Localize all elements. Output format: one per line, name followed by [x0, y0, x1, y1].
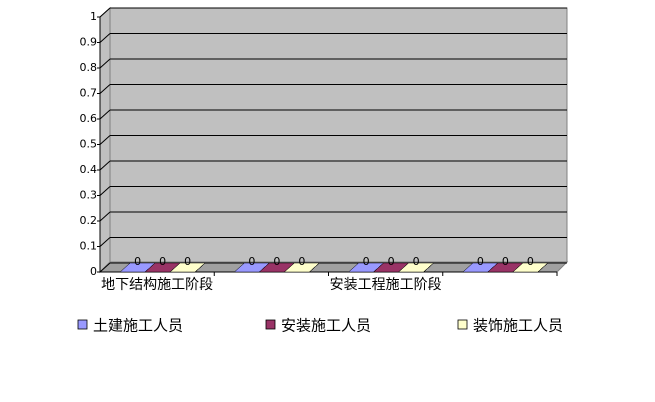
- data-label: 0: [248, 255, 255, 268]
- y-tick-label: 0.2: [80, 214, 98, 227]
- grid-line: [99, 135, 111, 145]
- legend-label: 土建施工人员: [93, 317, 183, 335]
- bar-side: [194, 262, 206, 273]
- y-tick-label: 0.9: [80, 36, 98, 49]
- grid-line: [99, 33, 111, 43]
- data-label: 0: [388, 255, 395, 268]
- y-tick-label: 0.8: [80, 61, 98, 74]
- grid-line: [99, 211, 111, 222]
- data-label: 0: [413, 255, 420, 268]
- data-label: 0: [527, 255, 534, 268]
- bar-side: [537, 262, 549, 273]
- grid-line: [99, 160, 111, 171]
- grid-line: [99, 7, 111, 18]
- legend-swatch: [77, 319, 88, 330]
- data-label: 0: [298, 255, 305, 268]
- grid-line: [99, 237, 111, 247]
- grid-line: [99, 262, 111, 273]
- x-tick-label: 地下结构施工阶段: [101, 277, 213, 293]
- data-label: 0: [184, 255, 191, 268]
- y-tick-label: 0.3: [80, 189, 98, 202]
- y-tick-label: 0.5: [80, 138, 98, 151]
- y-tick-label: 0.1: [80, 240, 98, 253]
- legend-swatch: [457, 319, 468, 330]
- grid-line: [99, 58, 111, 69]
- data-label: 0: [159, 255, 166, 268]
- data-label: 0: [363, 255, 370, 268]
- y-tick-label: 0.6: [80, 112, 98, 125]
- bar-side: [309, 262, 320, 273]
- grid-line: [99, 186, 111, 196]
- y-tick-label: 0: [90, 265, 97, 278]
- grid-line: [99, 84, 111, 94]
- grid-line: [99, 109, 111, 120]
- y-tick-label: 0.4: [80, 163, 98, 176]
- y-tick-label: 0.7: [80, 87, 98, 100]
- legend-label: 安装施工人员: [281, 317, 371, 335]
- x-tick-label: 安装工程施工阶段: [330, 277, 442, 293]
- data-label: 0: [273, 255, 280, 268]
- legend-label: 装饰施工人员: [473, 317, 563, 335]
- bar-side: [423, 262, 434, 273]
- y-tick-label: 1: [90, 10, 97, 23]
- legend-swatch: [265, 319, 276, 330]
- data-label: 0: [134, 255, 141, 268]
- data-label: 0: [502, 255, 509, 268]
- data-label: 0: [477, 255, 484, 268]
